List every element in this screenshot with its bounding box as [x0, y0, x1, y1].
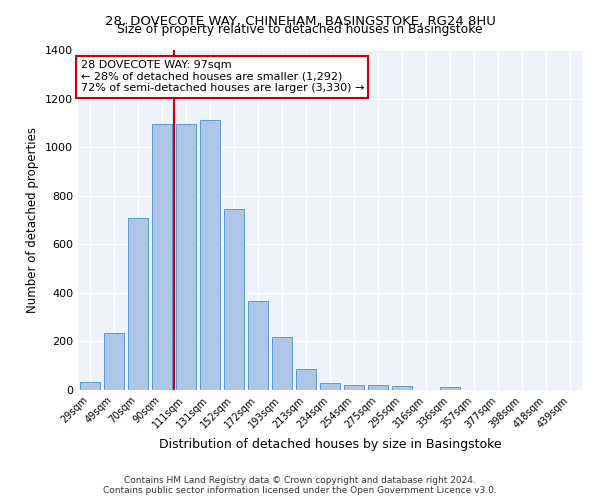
- Text: 28, DOVECOTE WAY, CHINEHAM, BASINGSTOKE, RG24 8HU: 28, DOVECOTE WAY, CHINEHAM, BASINGSTOKE,…: [104, 15, 496, 28]
- Bar: [152, 124, 172, 390]
- Text: Contains HM Land Registry data © Crown copyright and database right 2024.
Contai: Contains HM Land Registry data © Crown c…: [103, 476, 497, 495]
- Y-axis label: Number of detached properties: Number of detached properties: [26, 127, 40, 313]
- Bar: [200, 120, 220, 390]
- Bar: [344, 385, 364, 390]
- Bar: [80, 382, 100, 390]
- Bar: [320, 382, 340, 390]
- Bar: [392, 386, 412, 390]
- Text: Size of property relative to detached houses in Basingstoke: Size of property relative to detached ho…: [117, 22, 483, 36]
- Bar: [368, 385, 388, 390]
- Text: 28 DOVECOTE WAY: 97sqm
← 28% of detached houses are smaller (1,292)
72% of semi-: 28 DOVECOTE WAY: 97sqm ← 28% of detached…: [80, 60, 364, 94]
- Bar: [128, 218, 148, 390]
- Bar: [296, 370, 316, 390]
- Bar: [272, 336, 292, 390]
- Bar: [176, 124, 196, 390]
- Bar: [224, 209, 244, 390]
- Bar: [248, 302, 268, 390]
- Bar: [440, 387, 460, 390]
- X-axis label: Distribution of detached houses by size in Basingstoke: Distribution of detached houses by size …: [158, 438, 502, 451]
- Bar: [104, 333, 124, 390]
